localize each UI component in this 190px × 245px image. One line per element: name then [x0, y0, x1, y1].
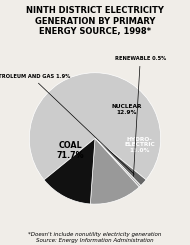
Text: COAL
71.7%: COAL 71.7%: [56, 141, 84, 160]
Wedge shape: [29, 73, 161, 180]
Wedge shape: [95, 138, 146, 185]
Wedge shape: [90, 138, 139, 204]
Text: NUCLEAR
12.9%: NUCLEAR 12.9%: [111, 104, 142, 115]
Text: NINTH DISTRICT ELECTRICITY
GENERATION BY PRIMARY
ENERGY SOURCE, 1998*: NINTH DISTRICT ELECTRICITY GENERATION BY…: [26, 6, 164, 36]
Wedge shape: [95, 138, 141, 187]
Text: RENEWABLE 0.5%: RENEWABLE 0.5%: [115, 56, 166, 176]
Wedge shape: [44, 138, 95, 204]
Text: PETROLEUM AND GAS 1.9%: PETROLEUM AND GAS 1.9%: [0, 74, 134, 174]
Text: Source: Energy Information Administration: Source: Energy Information Administratio…: [36, 238, 154, 243]
Text: HYDRO-
ELECTRIC
13.0%: HYDRO- ELECTRIC 13.0%: [124, 137, 155, 153]
Text: *Doesn't include nonutility electricity generation: *Doesn't include nonutility electricity …: [28, 232, 162, 236]
